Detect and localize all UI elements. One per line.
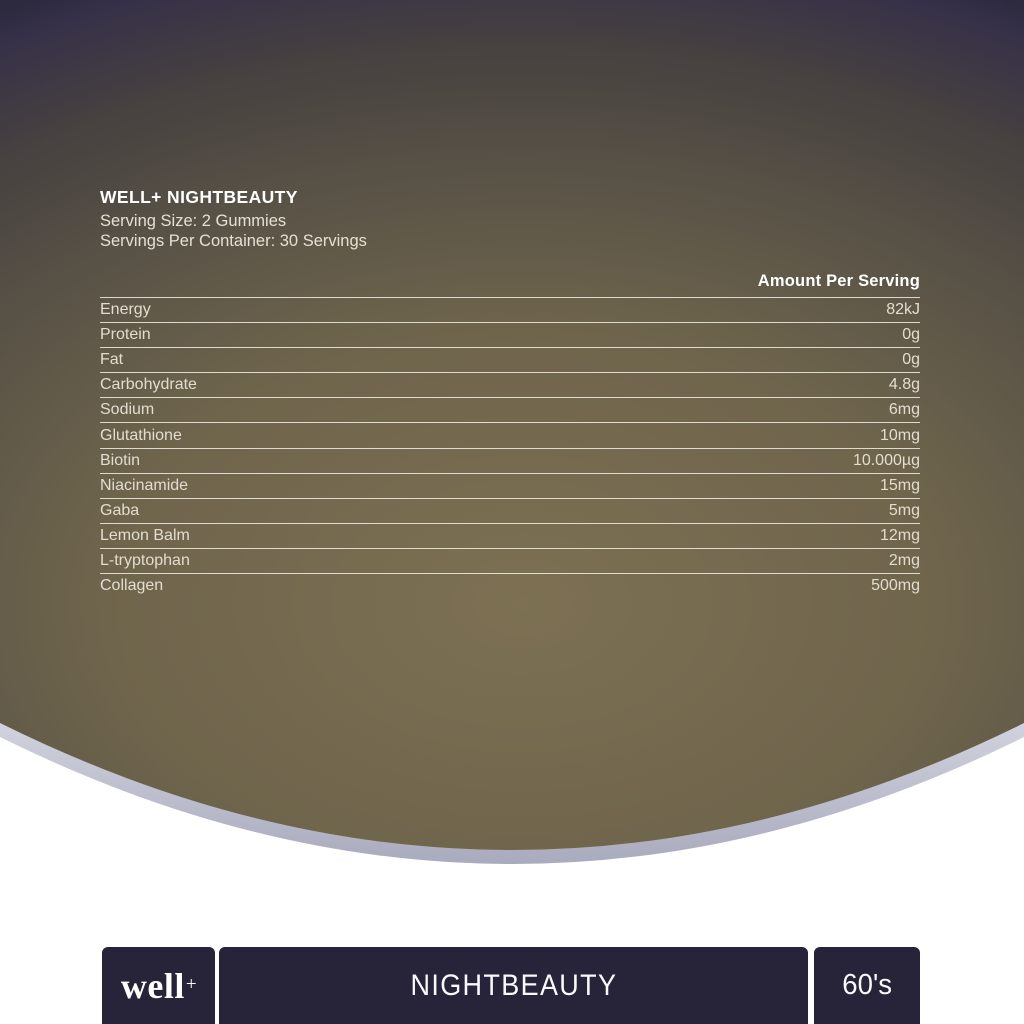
footer-count: 60's (842, 969, 892, 1001)
product-title: WELL+ NIGHTBEAUTY (100, 187, 298, 207)
nutrient-name: Collagen (100, 577, 164, 595)
table-row: Biotin 10.000µg (100, 448, 920, 473)
table-row: Sodium 6mg (100, 397, 920, 422)
nutrient-name: Glutathione (100, 426, 182, 444)
footer-product-name-box: NIGHTBEAUTY (219, 947, 808, 1024)
table-row: Lemon Balm 12mg (100, 523, 920, 548)
table-row: Energy 82kJ (100, 297, 920, 322)
brand-logo-plus: + (185, 973, 198, 995)
amount-per-serving-header: Amount Per Serving (757, 272, 920, 290)
nutrient-name: L-tryptophan (100, 551, 190, 569)
nutrient-amount: 82kJ (886, 301, 920, 319)
nutrient-amount: 10mg (879, 426, 920, 444)
label-header: WELL+ NIGHTBEAUTY Serving Size: 2 Gummie… (100, 187, 367, 251)
nutrient-amount: 10.000µg (852, 451, 920, 469)
table-row: L-tryptophan 2mg (100, 548, 920, 573)
footer-count-box: 60's (814, 947, 920, 1024)
nutrient-amount: 2mg (888, 551, 920, 569)
brand-logo-text: well (120, 965, 185, 1006)
nutrient-amount: 15mg (879, 476, 920, 494)
serving-size-text: Serving Size: 2 Gummies (100, 212, 287, 230)
nutrient-name: Carbohydrate (100, 376, 197, 394)
nutrient-name: Gaba (100, 501, 140, 519)
nutrient-amount: 0g (902, 351, 920, 369)
nutrient-amount: 0g (902, 326, 920, 344)
nutrient-amount: 12mg (879, 526, 920, 544)
nutrient-name: Lemon Balm (100, 526, 190, 544)
nutrient-name: Niacinamide (100, 476, 189, 494)
brand-logo: well+ (120, 965, 198, 1007)
footer-brand-box: well+ (102, 947, 215, 1024)
nutrition-table-rows: Energy 82kJ Protein 0g Fat 0g Carbohydra… (100, 297, 920, 598)
nutrient-name: Protein (100, 326, 151, 344)
servings-per-container-text: Servings Per Container: 30 Servings (100, 231, 367, 250)
nutrition-table: Amount Per Serving Energy 82kJ Protein 0… (100, 272, 920, 598)
footer-product-name: NIGHTBEAUTY (410, 968, 617, 1002)
nutrient-amount: 5mg (888, 501, 920, 519)
table-row: Fat 0g (100, 347, 920, 372)
nutrient-amount: 500mg (871, 577, 920, 595)
nutrient-name: Biotin (100, 451, 141, 469)
table-row: Gaba 5mg (100, 498, 920, 523)
nutrient-name: Fat (100, 351, 124, 369)
table-row: Protein 0g (100, 322, 920, 347)
table-row: Collagen 500mg (100, 573, 920, 598)
nutrient-amount: 6mg (888, 401, 920, 419)
nutrient-amount: 4.8g (888, 376, 920, 394)
table-row: Glutathione 10mg (100, 422, 920, 447)
nutrient-name: Energy (100, 301, 151, 319)
table-row: Niacinamide 15mg (100, 473, 920, 498)
table-row: Carbohydrate 4.8g (100, 372, 920, 397)
nutrient-name: Sodium (100, 401, 155, 419)
